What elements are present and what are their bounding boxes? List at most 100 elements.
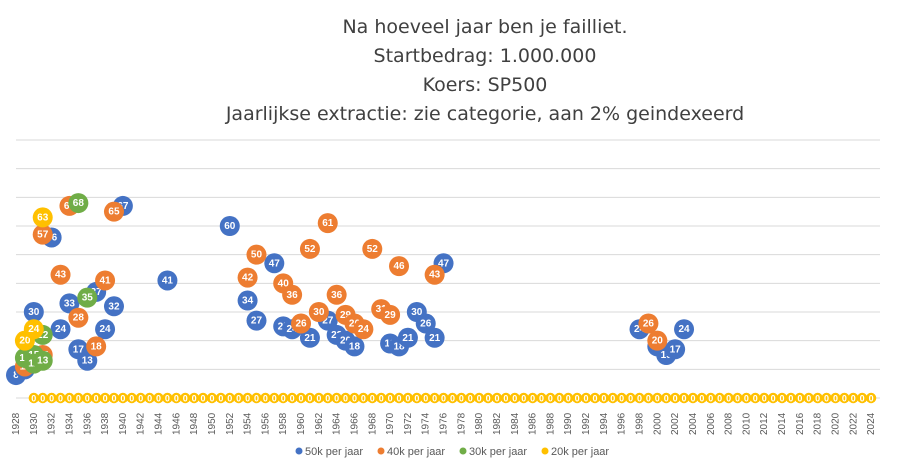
- point-series-1: [299, 327, 320, 348]
- point-series-2: [389, 256, 410, 277]
- zero-marker: [180, 392, 191, 404]
- x-tick-label: 1998: [635, 412, 646, 435]
- zero-marker-label: 0: [307, 394, 312, 404]
- x-tick-label: 1950: [207, 412, 218, 435]
- chart-title-line-1: Na hoeveel jaar ben je failliet.: [342, 16, 627, 38]
- zero-marker-label: 0: [459, 394, 464, 404]
- legend-marker-2: [377, 447, 385, 455]
- zero-marker: [367, 392, 378, 404]
- legend-label-3: 30k per jaar: [469, 446, 527, 458]
- point-label: 41: [162, 275, 174, 286]
- zero-marker: [563, 392, 574, 404]
- zero-marker-label: 0: [646, 394, 651, 404]
- zero-marker: [678, 392, 690, 404]
- point-series-2: [50, 264, 71, 285]
- point-series-2: [103, 201, 124, 222]
- zero-marker: [286, 392, 298, 404]
- x-tick-label: 2020: [830, 412, 841, 435]
- zero-marker-label: 0: [103, 394, 108, 404]
- zero-marker: [420, 392, 431, 404]
- point-label: 46: [393, 261, 405, 272]
- point-label: 29: [385, 310, 397, 321]
- zero-marker: [126, 392, 137, 404]
- point-series-2: [86, 336, 107, 357]
- zero-marker-label: 0: [49, 394, 54, 404]
- point-series-1: [264, 253, 285, 274]
- point-label: 24: [287, 324, 299, 335]
- zero-marker: [509, 392, 521, 404]
- zero-marker: [242, 392, 253, 404]
- x-tick-label: 2024: [866, 412, 877, 435]
- legend-marker-1: [295, 447, 303, 455]
- zero-marker: [794, 392, 806, 404]
- zero-marker-label: 0: [842, 394, 847, 404]
- x-tick-label: 2000: [652, 412, 663, 435]
- x-tick-label: 2022: [848, 412, 859, 435]
- zero-marker-label: 0: [753, 394, 758, 404]
- zero-marker-label: 0: [708, 394, 713, 404]
- zero-marker-label: 0: [575, 394, 580, 404]
- zero-marker: [625, 392, 636, 404]
- zero-marker-label: 0: [664, 394, 669, 404]
- zero-marker: [482, 392, 494, 404]
- zero-marker-label: 0: [557, 394, 562, 404]
- point-series-2: [246, 244, 267, 265]
- x-tick-label: 1994: [599, 412, 610, 435]
- zero-marker: [340, 392, 351, 404]
- zero-marker-label: 0: [450, 394, 455, 404]
- zero-marker-label: 0: [477, 394, 482, 404]
- x-tick-label: 1990: [563, 412, 574, 435]
- point-label: 18: [91, 341, 103, 352]
- zero-marker: [224, 392, 235, 404]
- plot-area: 8101330562433171337243267416034274725242…: [6, 193, 695, 386]
- point-label: 42: [242, 273, 254, 284]
- x-tick-label: 1962: [314, 412, 325, 435]
- zero-marker: [776, 392, 788, 404]
- zero-marker: [705, 392, 716, 404]
- zero-marker: [322, 392, 333, 404]
- x-axis: 1928 1930 1932 1934 1936 1938 1940 1942 1944 1946…: [11, 412, 877, 435]
- zero-marker-label: 0: [869, 394, 874, 404]
- zero-marker-label: 0: [138, 394, 143, 404]
- point-label: 36: [331, 290, 343, 301]
- point-label: 27: [322, 316, 334, 327]
- point-label: 21: [304, 333, 316, 344]
- point-label: 32: [108, 301, 120, 312]
- zero-marker: [73, 392, 84, 404]
- zero-marker-label: 0: [699, 394, 704, 404]
- point-label: 47: [269, 258, 281, 269]
- point-label: 22: [37, 330, 49, 341]
- x-tick-label: 1956: [260, 412, 271, 435]
- zero-marker-label: 0: [815, 394, 820, 404]
- point-label: 43: [429, 270, 441, 281]
- zero-marker-label: 0: [655, 394, 660, 404]
- zero-marker: [580, 392, 592, 404]
- zero-marker: [856, 392, 868, 404]
- zero-marker-label: 0: [361, 394, 366, 404]
- zero-marker: [206, 392, 218, 404]
- point-series-1: [95, 319, 116, 340]
- zero-marker: [518, 392, 529, 404]
- x-tick-label: 2018: [813, 412, 824, 435]
- point-label: 18: [393, 341, 405, 352]
- x-tick-label: 1960: [296, 412, 307, 435]
- zero-marker: [643, 392, 654, 404]
- point-series-1: [665, 339, 686, 360]
- x-tick-label: 2004: [688, 412, 699, 435]
- zero-marker: [144, 392, 155, 404]
- zero-marker: [64, 392, 75, 404]
- point-label: 26: [643, 318, 655, 329]
- point-label: 24: [634, 324, 646, 335]
- zero-marker-label: 0: [31, 394, 36, 404]
- zero-marker-label: 0: [192, 394, 197, 404]
- point-label: 26: [295, 318, 307, 329]
- zero-marker-label: 0: [85, 394, 90, 404]
- zero-marker-label: 0: [806, 394, 811, 404]
- zero-marker: [313, 392, 325, 404]
- zero-marker: [803, 392, 814, 404]
- zero-marker: [732, 392, 743, 404]
- zero-marker-label: 0: [325, 394, 330, 404]
- zero-marker-label: 0: [539, 394, 544, 404]
- zero-marker-label: 0: [584, 394, 589, 404]
- x-tick-label: 1944: [154, 412, 165, 435]
